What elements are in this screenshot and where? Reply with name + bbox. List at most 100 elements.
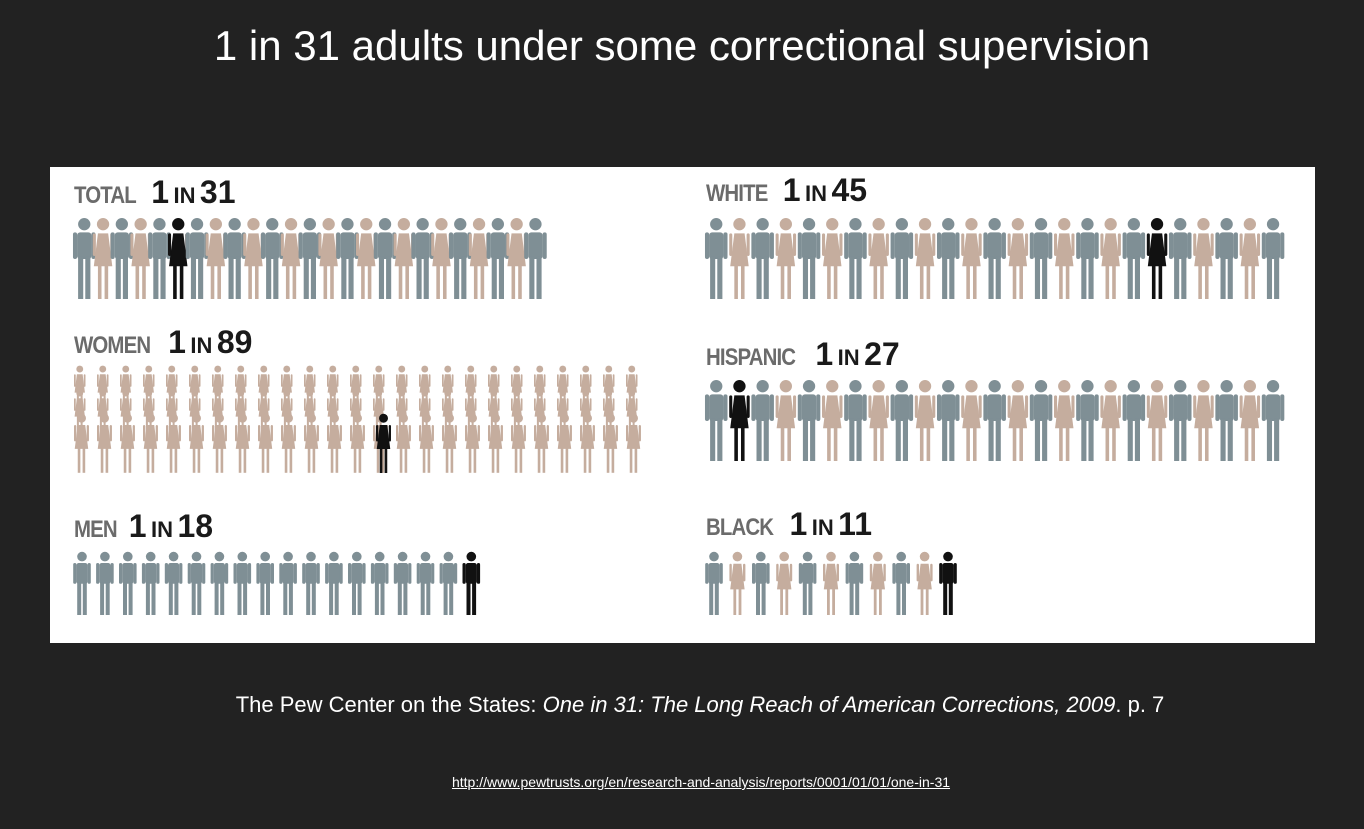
ratio-one: 1 — [789, 506, 808, 542]
ratio-in: IN — [173, 183, 196, 208]
figure — [336, 218, 359, 299]
figure — [448, 218, 472, 299]
figure — [916, 551, 933, 615]
figure — [348, 551, 366, 615]
figure — [1239, 218, 1261, 299]
figure — [822, 218, 843, 299]
figure — [936, 380, 960, 461]
figure — [603, 413, 618, 473]
figure — [120, 413, 135, 473]
pictograph-panel: TOTAL 1 IN 31 WOMEN 1 IN 89 MEN 1 IN 18 — [50, 167, 1315, 643]
figure — [189, 413, 204, 473]
figure — [626, 413, 641, 473]
ratio-in: IN — [837, 345, 860, 370]
figure — [411, 218, 434, 299]
ratio-number: 18 — [177, 508, 214, 544]
figure — [1215, 218, 1238, 299]
citation-suffix: . p. 7 — [1115, 692, 1165, 717]
figure — [304, 413, 319, 473]
figure — [844, 380, 867, 461]
figure — [914, 380, 936, 461]
figure — [370, 551, 389, 615]
figure — [869, 551, 886, 615]
figure — [1100, 380, 1121, 461]
ratio-number: 27 — [864, 336, 900, 372]
figure — [431, 218, 452, 299]
category-label: BLACK — [706, 514, 774, 541]
figure — [1029, 218, 1053, 299]
figure — [223, 218, 246, 299]
figure — [1239, 380, 1261, 461]
figure-array — [704, 217, 1306, 301]
figure — [350, 413, 365, 473]
figure-array — [704, 379, 1306, 463]
figure — [1076, 218, 1099, 299]
figure — [1122, 218, 1146, 299]
figure — [823, 551, 839, 615]
figure — [892, 551, 910, 615]
figure — [488, 389, 500, 435]
ratio-in: IN — [811, 515, 834, 540]
figure — [1193, 218, 1214, 299]
figure — [1100, 218, 1121, 299]
figure — [258, 413, 273, 473]
figure — [798, 551, 817, 615]
figure — [1054, 218, 1075, 299]
figure — [1076, 380, 1099, 461]
group-label: TOTAL 1 IN 31 — [74, 175, 236, 209]
group-label: MEN 1 IN 18 — [74, 509, 213, 543]
figure — [148, 218, 171, 299]
figure — [325, 551, 343, 615]
figure — [580, 413, 595, 473]
figure — [868, 380, 889, 461]
figure — [373, 218, 397, 299]
ratio-in: IN — [805, 181, 828, 206]
highlighted-figure — [939, 551, 957, 615]
figure — [185, 218, 209, 299]
figure — [890, 380, 914, 461]
slide-title: 1 in 31 adults under some correctional s… — [213, 22, 1151, 69]
figure — [74, 413, 89, 473]
citation-prefix: The Pew Center on the States: — [235, 692, 543, 717]
figure — [442, 413, 457, 473]
figure — [729, 218, 750, 299]
ratio-number: 45 — [831, 172, 868, 208]
figure — [187, 551, 206, 615]
figure — [983, 218, 1006, 299]
highlighted-figure — [168, 218, 189, 299]
figure — [1029, 380, 1053, 461]
highlighted-figure — [376, 413, 391, 473]
group-label: WHITE 1 IN 45 — [706, 173, 867, 207]
figure — [486, 218, 510, 299]
figure — [419, 413, 434, 473]
figure — [534, 413, 549, 473]
ratio-one: 1 — [168, 324, 186, 360]
figure — [1261, 218, 1285, 299]
category-label: TOTAL — [74, 182, 137, 209]
figure — [751, 380, 774, 461]
figure — [212, 413, 227, 473]
ratio-in: IN — [190, 333, 213, 358]
figure — [868, 218, 889, 299]
source-link[interactable]: http://www.pewtrusts.org/en/research-and… — [451, 774, 951, 790]
figure — [511, 413, 526, 473]
figure — [141, 551, 160, 615]
figure — [318, 218, 339, 299]
figure — [1007, 380, 1029, 461]
ratio-number: 11 — [838, 506, 872, 542]
highlighted-figure — [729, 380, 750, 461]
figure — [164, 551, 183, 615]
ratio-one: 1 — [128, 508, 147, 544]
figure — [256, 551, 274, 615]
figure — [416, 551, 435, 615]
figure — [143, 413, 158, 473]
figure — [797, 218, 821, 299]
figure — [775, 380, 797, 461]
figure-array — [705, 551, 1306, 617]
figure — [280, 218, 302, 299]
figure — [1168, 380, 1192, 461]
figure — [233, 551, 252, 615]
figure — [704, 218, 728, 299]
category-label: WOMEN — [74, 332, 151, 359]
figure — [752, 551, 770, 615]
